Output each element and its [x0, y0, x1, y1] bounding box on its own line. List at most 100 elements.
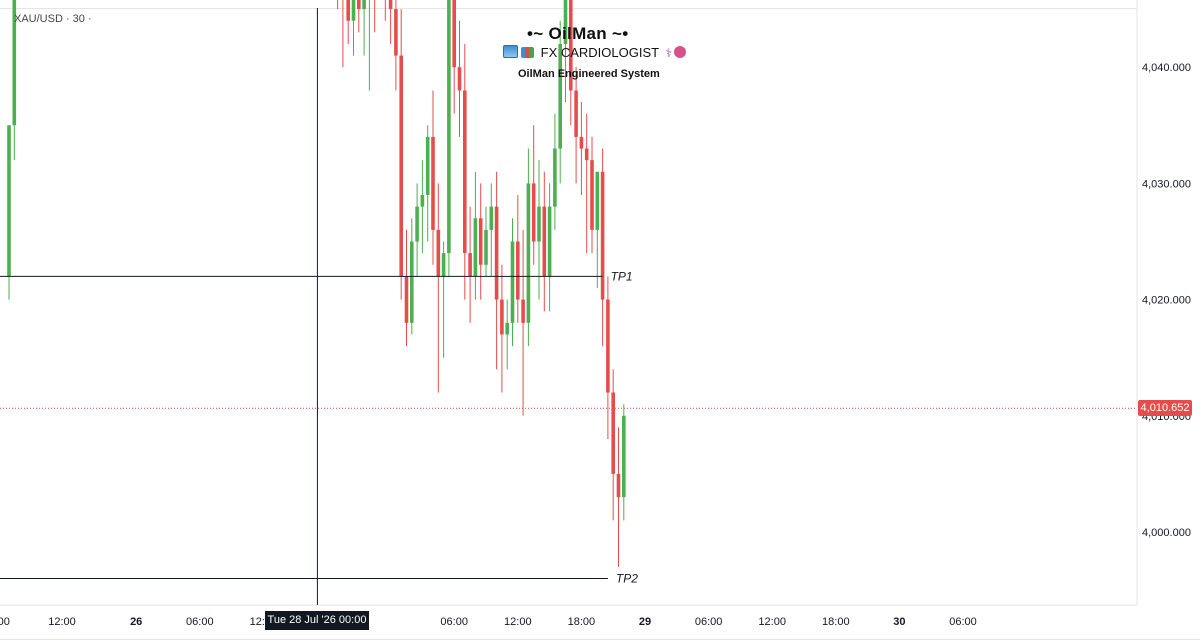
candle: [579, 102, 584, 196]
candle: [441, 241, 446, 358]
candle: [7, 125, 11, 300]
candle: [342, 0, 344, 68]
candle: [425, 125, 430, 242]
brand-subtitle: FX CARDIOLOGIST: [540, 45, 659, 60]
candle: [494, 171, 499, 370]
candle: [600, 148, 605, 347]
candle: [553, 113, 557, 230]
candle-body: [351, 0, 356, 21]
candle: [12, 0, 17, 161]
candle: [584, 113, 589, 254]
candle-body: [420, 195, 425, 207]
horizontal-levels-layer[interactable]: OFLWKLTP1TP2: [0, 0, 638, 585]
candle-body: [410, 241, 414, 323]
candle: [595, 171, 600, 288]
x-tick-label: 18:00: [822, 616, 850, 628]
symbol-label[interactable]: XAU/USD · 30 ·: [14, 13, 92, 25]
candle-body: [622, 415, 626, 498]
x-tick-label: 26: [130, 616, 142, 628]
candles-layer: [7, 0, 626, 567]
y-tick-label: 4,020.000: [1142, 295, 1191, 307]
candle-body: [362, 0, 366, 10]
heart-icon: [673, 46, 686, 58]
x-tick-label: 06:00: [949, 616, 977, 628]
candle-body: [463, 90, 467, 254]
candle: [473, 171, 478, 300]
candle-body: [394, 9, 398, 56]
candle-body: [516, 241, 520, 300]
candle: [436, 183, 441, 393]
candle-body: [478, 218, 483, 265]
brand-subtitle-row: FX CARDIOLOGIST ⚕: [503, 45, 686, 60]
candle-body: [616, 473, 621, 498]
level-label-tp2: TP2: [616, 571, 638, 585]
candle: [569, 0, 573, 126]
candle-body: [484, 229, 488, 265]
x-tick-label: 12:00: [504, 616, 532, 628]
candle: [463, 43, 467, 300]
candle-body: [452, 0, 456, 68]
monitor-icon: [503, 45, 518, 58]
brand-title: •~ OilMan ~•: [527, 24, 629, 43]
time-axis[interactable]: 00 12:00 26 06:00 12:00 18:00 06:00 12:00 18:00 2…: [0, 616, 977, 628]
dotted-lines-layer: [0, 407, 1137, 409]
x-tick-label: 12:00: [48, 616, 76, 628]
candle: [357, 0, 361, 33]
candle: [399, 9, 403, 300]
candle-body: [447, 0, 451, 254]
candle: [516, 195, 520, 323]
candle-body: [399, 55, 403, 277]
candle-body: [521, 299, 525, 323]
candle-body: [542, 206, 547, 277]
candle: [457, 20, 462, 137]
candle: [346, 0, 350, 44]
candle-body: [436, 229, 441, 277]
level-label-tp1: TP1: [611, 269, 633, 283]
candle: [374, 0, 376, 33]
candle-body: [574, 90, 578, 137]
candle: [611, 369, 615, 521]
candle-body: [510, 241, 515, 323]
candle-body: [537, 206, 541, 242]
candle: [622, 404, 626, 521]
brand-system-label: OilMan Engineered System: [518, 68, 660, 80]
candle: [542, 171, 547, 312]
candle-body: [553, 148, 557, 207]
candle-body: [12, 0, 17, 126]
candle-body: [346, 0, 350, 21]
candle-body: [457, 67, 462, 91]
candle: [558, 20, 562, 184]
candle-body: [563, 0, 568, 44]
candle-body: [500, 299, 504, 335]
candle-body: [431, 136, 435, 230]
candle-body: [388, 0, 393, 10]
y-tick-label: 4,040.000: [1142, 62, 1191, 74]
candle: [574, 67, 578, 184]
candle-body: [600, 171, 605, 300]
candle: [531, 125, 536, 265]
current-price-badge: 4,010.652: [1138, 400, 1192, 416]
candle: [500, 264, 504, 393]
candle: [420, 160, 425, 254]
x-tick-label: 12:00: [758, 616, 786, 628]
candle: [452, 0, 456, 114]
candle: [351, 0, 356, 56]
candle-body: [505, 322, 509, 335]
y-tick-label: 4,030.000: [1142, 178, 1191, 190]
candle-body: [494, 206, 499, 300]
x-tick-label: 30: [893, 616, 905, 628]
candle: [362, 0, 366, 56]
candle: [547, 183, 552, 312]
bar-chart-icon: [521, 47, 534, 58]
candle: [384, 0, 386, 21]
candle-body: [415, 206, 419, 242]
price-axis[interactable]: 3,990.0004,000.0004,010.0004,020.0004,03…: [1142, 0, 1191, 640]
candle-body: [473, 218, 478, 277]
candle-body: [595, 171, 600, 230]
candle: [537, 160, 541, 300]
y-tick-label: 4,000.000: [1142, 527, 1191, 539]
candle-body: [468, 253, 472, 277]
candle-body: [579, 136, 584, 149]
candle-body: [425, 136, 430, 196]
